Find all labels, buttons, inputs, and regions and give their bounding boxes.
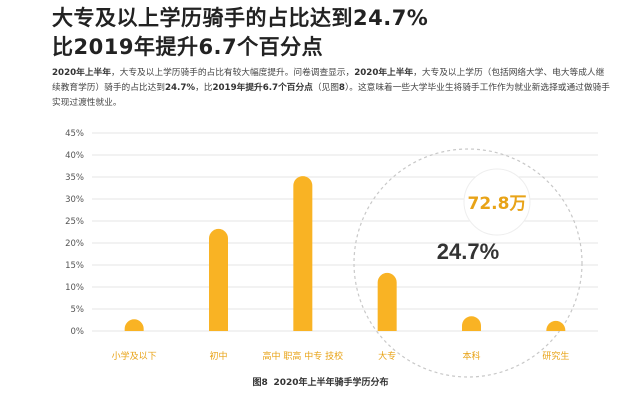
y-tick-label: 5% — [71, 305, 85, 315]
bar — [124, 319, 144, 331]
intro-bold-7: 2019年提升6.7个百分点 — [212, 83, 313, 93]
intro-paragraph: 2020年上半年，大专及以上学历骑手的占比有较大幅度提升。问卷调查显示，2020… — [52, 66, 612, 111]
y-tick-label: 35% — [65, 173, 84, 183]
y-tick-label: 15% — [65, 261, 84, 271]
x-tick-label: 研究生 — [542, 350, 569, 362]
headline-line-1: 大专及以上学历骑手的占比达到24.7% — [52, 6, 429, 30]
highlight-circle — [353, 148, 583, 378]
bar — [462, 316, 481, 331]
intro-text-6: ，比 — [195, 83, 213, 93]
intro-bold-1: 2020年上半年 — [52, 68, 111, 78]
y-tick-label: 40% — [65, 151, 84, 161]
headline: 大专及以上学历骑手的占比达到24.7% 比2019年提升6.7个百分点 — [52, 4, 612, 62]
figure-caption: 图8 2020年上半年骑手学历分布 — [0, 375, 641, 388]
intro-text-8: （见图 — [312, 83, 339, 93]
x-tick-label: 初中 — [209, 350, 227, 362]
callout-share: 24.7% — [437, 239, 499, 264]
x-tick-label: 大专 — [378, 350, 396, 362]
intro-bold-9: 8 — [338, 83, 345, 93]
y-tick-label: 30% — [65, 195, 84, 205]
y-tick-label: 10% — [65, 283, 84, 293]
y-tick-label: 0% — [71, 327, 85, 337]
bar — [293, 176, 313, 331]
intro-bold-3: 2020年上半年 — [354, 68, 414, 78]
callout-bubble — [463, 168, 531, 236]
x-tick-label: 小学及以下 — [112, 350, 157, 362]
x-tick-label: 本科 — [462, 350, 480, 362]
bar — [546, 320, 566, 331]
bar — [209, 228, 228, 331]
intro-text-10: ）。这意味着一些大学毕业生将骑手工作作为就业新选择或通过做骑手实现过渡性就业。 — [52, 83, 610, 108]
y-tick-label: 25% — [65, 217, 84, 227]
figure-number: 图8 — [252, 378, 268, 388]
y-tick-label: 45% — [65, 129, 84, 139]
bar — [377, 272, 397, 331]
intro-text-4: ，大专及以上学历（包括网络大学、电大等成人继续教育学历）骑手的占比达到 — [52, 68, 605, 93]
x-tick-label: 高中 职高 中专 技校 — [263, 350, 344, 362]
intro-bold-5: 24.7% — [164, 83, 196, 93]
y-tick-label: 20% — [65, 239, 84, 249]
headline-line-2: 比2019年提升6.7个百分点 — [52, 35, 324, 59]
callout-count: 72.8万 — [468, 194, 527, 214]
figure-title: 2020年上半年骑手学历分布 — [273, 378, 389, 388]
intro-text-2: ，大专及以上学历骑手的占比有较大幅度提升。问卷调查显示， — [110, 68, 355, 78]
